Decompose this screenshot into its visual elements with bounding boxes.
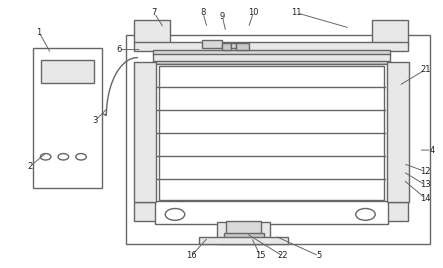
- Text: 4: 4: [429, 146, 435, 155]
- Bar: [387, 62, 409, 202]
- Bar: [226, 221, 261, 236]
- Text: 16: 16: [186, 251, 197, 260]
- Bar: [372, 43, 408, 46]
- Bar: [134, 202, 408, 221]
- Text: 21: 21: [420, 65, 431, 74]
- Text: 3: 3: [93, 116, 98, 125]
- Bar: [231, 43, 236, 48]
- Bar: [155, 201, 388, 224]
- Bar: [159, 66, 384, 200]
- Bar: [153, 50, 390, 55]
- Text: 13: 13: [420, 180, 431, 189]
- Bar: [134, 42, 408, 51]
- Bar: [137, 43, 166, 46]
- Bar: [41, 60, 94, 83]
- Text: 1: 1: [36, 28, 42, 37]
- Bar: [199, 237, 288, 244]
- Bar: [126, 35, 430, 244]
- Bar: [217, 222, 270, 244]
- Bar: [134, 20, 170, 43]
- Text: 8: 8: [200, 8, 206, 17]
- Bar: [33, 48, 102, 188]
- Text: 22: 22: [277, 251, 288, 260]
- Text: 15: 15: [255, 251, 266, 260]
- Text: 14: 14: [420, 194, 431, 203]
- Bar: [134, 62, 156, 202]
- Text: 12: 12: [420, 167, 431, 176]
- Bar: [202, 40, 222, 48]
- Text: 2: 2: [27, 162, 33, 171]
- Text: 10: 10: [248, 8, 259, 17]
- Bar: [155, 64, 388, 202]
- Text: 6: 6: [116, 45, 121, 54]
- Bar: [372, 20, 408, 43]
- Text: 9: 9: [220, 12, 225, 21]
- Bar: [153, 54, 390, 62]
- Bar: [222, 43, 231, 50]
- Text: 5: 5: [316, 251, 322, 260]
- Bar: [224, 233, 264, 239]
- Text: 11: 11: [291, 8, 302, 17]
- Text: 7: 7: [152, 8, 157, 17]
- Bar: [236, 43, 249, 50]
- Bar: [153, 61, 390, 64]
